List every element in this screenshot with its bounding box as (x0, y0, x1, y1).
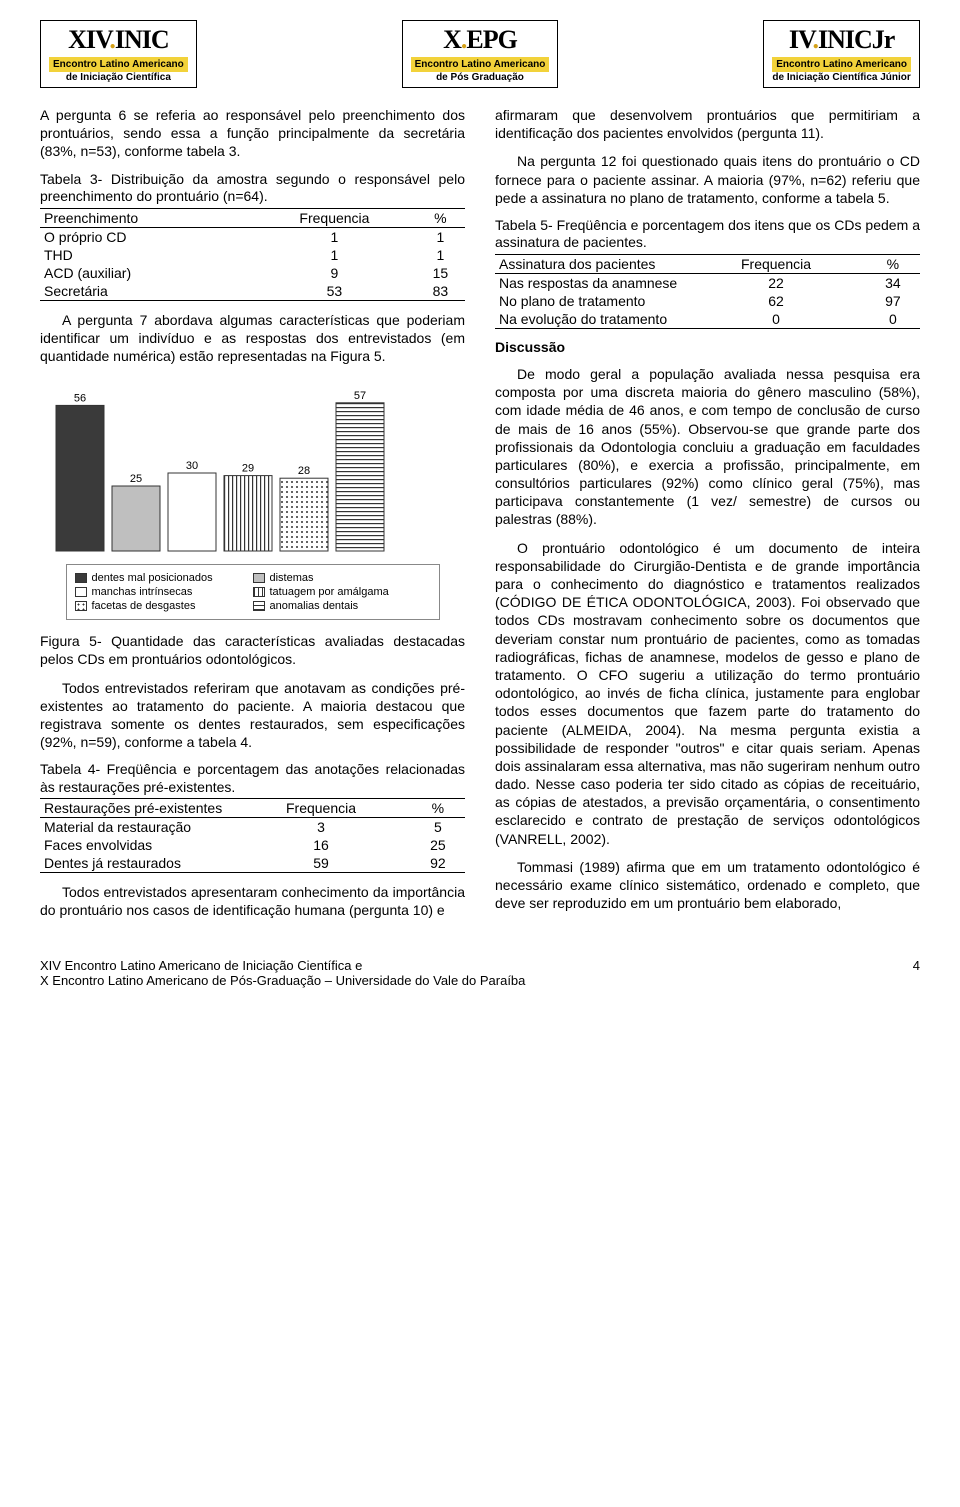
legend-item: distemas (253, 572, 431, 584)
para-q7: A pergunta 7 abordava algumas caracterís… (40, 311, 465, 366)
table-row: Faces envolvidas1625 (40, 836, 465, 854)
table-row: Na evolução do tratamento00 (495, 310, 920, 329)
svg-text:25: 25 (130, 473, 142, 485)
left-column: A pergunta 6 se referia ao responsável p… (40, 106, 465, 930)
table-row: Dentes já restaurados5992 (40, 854, 465, 873)
para-pre-existing: Todos entrevistados referiram que anotav… (40, 679, 465, 752)
content-columns: A pergunta 6 se referia ao responsável p… (40, 106, 920, 930)
discussion-p2: O prontuário odontológico é um documento… (495, 539, 920, 848)
table-row: Material da restauração35 (40, 818, 465, 837)
table4: Restaurações pré-existentes Frequencia %… (40, 798, 465, 873)
right-column: afirmaram que desenvolvem prontuários qu… (495, 106, 920, 930)
svg-text:57: 57 (354, 390, 366, 402)
table-row: THD11 (40, 246, 465, 264)
logo-inic: XIV.INIC Encontro Latino Americano de In… (40, 20, 197, 88)
header-logos: XIV.INIC Encontro Latino Americano de In… (40, 20, 920, 88)
table-row: Secretária5383 (40, 282, 465, 301)
legend-item: manchas intrínsecas (75, 586, 253, 598)
table4-caption: Tabela 4- Freqüência e porcentagem das a… (40, 761, 465, 796)
table-row: No plano de tratamento6297 (495, 292, 920, 310)
table-row: Nas respostas da anamnese2234 (495, 273, 920, 292)
para-q12: Na pergunta 12 foi questionado quais ite… (495, 152, 920, 207)
legend-item: facetas de desgastes (75, 600, 253, 612)
table3-head: Preenchimento Frequencia % (40, 208, 465, 227)
legend-item: anomalias dentais (253, 600, 431, 612)
para-affirm: afirmaram que desenvolvem prontuários qu… (495, 106, 920, 142)
legend-item: dentes mal posicionados (75, 572, 253, 584)
svg-text:29: 29 (242, 463, 254, 475)
table3: Preenchimento Frequencia % O próprio CD1… (40, 208, 465, 301)
legend-item: tatuagem por amálgama (253, 586, 431, 598)
discussion-p1: De modo geral a população avaliada nessa… (495, 365, 920, 529)
table5-head: Assinatura dos pacientes Frequencia % (495, 254, 920, 273)
table5-caption: Tabela 5- Freqüência e porcentagem dos i… (495, 217, 920, 252)
table4-head: Restaurações pré-existentes Frequencia % (40, 799, 465, 818)
table-row: ACD (auxiliar)915 (40, 264, 465, 282)
chart-legend: dentes mal posicionados distemas manchas… (66, 564, 440, 620)
svg-text:30: 30 (186, 460, 198, 472)
footer-text: XIV Encontro Latino Americano de Iniciaç… (40, 958, 525, 988)
logo-inicjr: IV.INICJr Encontro Latino Americano de I… (763, 20, 920, 88)
bar-chart-svg: 56 25 30 29 28 57 (40, 375, 400, 555)
page-number: 4 (913, 958, 920, 988)
page-footer: XIV Encontro Latino Americano de Iniciaç… (40, 958, 920, 988)
para-q6: A pergunta 6 se referia ao responsável p… (40, 106, 465, 161)
discussion-p3: Tommasi (1989) afirma que em um tratamen… (495, 858, 920, 913)
discussion-heading: Discussão (495, 339, 920, 355)
svg-text:56: 56 (74, 393, 86, 405)
table5: Assinatura dos pacientes Frequencia % Na… (495, 254, 920, 329)
svg-text:28: 28 (298, 465, 310, 477)
para-knowledge: Todos entrevistados apresentaram conheci… (40, 883, 465, 919)
table-row: O próprio CD11 (40, 227, 465, 246)
table3-caption: Tabela 3- Distribuição da amostra segund… (40, 171, 465, 206)
logo-epg: X.EPG Encontro Latino Americano de Pós G… (402, 20, 559, 88)
figure5-chart: 56 25 30 29 28 57 dentes mal posicionados dis… (40, 375, 465, 620)
figure5-caption: Figura 5- Quantidade das características… (40, 632, 465, 668)
